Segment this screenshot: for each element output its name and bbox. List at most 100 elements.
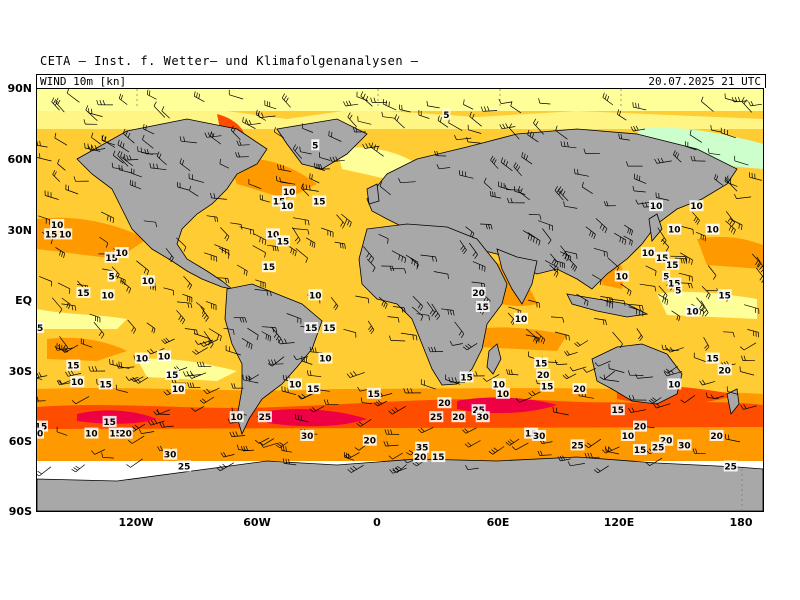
speed-label-bg	[177, 460, 192, 472]
wind-barb-feather	[276, 246, 279, 252]
wind-barb-shaft	[450, 381, 466, 383]
wind-barb-feather	[664, 344, 667, 350]
wind-barb-feather	[628, 370, 631, 376]
wind-barb-shaft	[614, 232, 627, 241]
wind-barb-feather	[365, 143, 369, 149]
wind-barb-shaft	[421, 427, 434, 434]
wind-barb-shaft	[150, 167, 167, 171]
wind-barb-feather	[202, 341, 207, 346]
wind-barb-feather	[134, 424, 139, 429]
wind-barb-feather	[635, 125, 639, 131]
wind-barb-feather	[362, 143, 366, 149]
wind-barb-shaft	[490, 195, 502, 199]
wind-barb-feather	[397, 317, 400, 323]
wind-barb-feather	[623, 300, 626, 306]
wind-barb-feather	[515, 164, 519, 169]
wind-barb-feather	[676, 315, 679, 321]
wind-barb-feather	[695, 448, 698, 454]
wind-barb-shaft	[179, 162, 191, 172]
wind-barb-feather	[511, 446, 516, 451]
wind-barb-feather	[225, 278, 227, 284]
wind-barb-feather	[323, 399, 327, 405]
wind-barb-feather	[434, 312, 439, 318]
wind-barb-shaft	[685, 145, 697, 151]
wind-barb-shaft	[385, 444, 399, 447]
speed-label: 10	[59, 230, 72, 240]
wind-barb-feather	[629, 290, 632, 296]
wind-barb-feather	[153, 101, 157, 107]
wind-barb-feather	[451, 377, 454, 383]
speed-label-bg	[437, 397, 452, 409]
wind-barb-shaft	[184, 328, 197, 331]
wind-barb-feather	[196, 92, 198, 98]
wind-barb-shaft	[633, 106, 647, 111]
wind-barb-feather	[690, 155, 693, 161]
wind-barb-feather	[608, 446, 610, 452]
wind-barb-feather	[510, 318, 514, 324]
wind-barb-shaft	[701, 101, 714, 112]
wind-barb-feather	[205, 317, 209, 322]
wind-barb-feather	[314, 347, 317, 353]
wind-barb-shaft	[37, 144, 48, 148]
wind-barb-shaft	[102, 268, 113, 272]
wind-barb-shaft	[349, 372, 365, 378]
wind-barb-feather	[91, 366, 95, 372]
wind-barb-shaft	[75, 396, 90, 405]
wind-barb-feather	[294, 251, 297, 257]
wind-barb-shaft	[120, 156, 134, 167]
speed-label-bg	[677, 439, 692, 451]
wind-barb-feather	[189, 185, 192, 191]
wind-barb-feather	[120, 362, 122, 368]
speed-label-bg	[44, 228, 59, 240]
wind-barb-feather	[388, 101, 390, 107]
speed-label: 15	[305, 324, 318, 334]
speed-label: 10	[493, 380, 506, 390]
wind-barb-feather	[665, 368, 671, 373]
speed-label: 15	[77, 289, 90, 299]
wind-barb-feather	[54, 132, 57, 138]
wind-barb-shaft	[276, 180, 291, 184]
wind-barb-feather	[713, 275, 717, 280]
wind-barb-shaft	[649, 457, 663, 466]
wind-barb-feather	[237, 444, 239, 450]
speed-label: 10	[650, 202, 663, 212]
wind-barb-feather	[728, 434, 730, 440]
speed-label: 20	[364, 437, 377, 447]
wind-barb-feather	[285, 97, 289, 103]
wind-barb-feather	[132, 376, 137, 381]
speed-label-bg	[685, 305, 700, 317]
lon-label-60e: 60E	[486, 516, 510, 529]
wind-barb-shaft	[156, 156, 167, 166]
wind-barb-feather	[331, 132, 333, 138]
speed-label: 10	[115, 249, 128, 259]
wind-barb-feather	[261, 112, 264, 118]
wind-barb-feather	[599, 279, 602, 285]
wind-barb-shaft	[242, 121, 256, 130]
wind-barb-feather	[280, 164, 282, 170]
wind-barb-feather	[188, 374, 192, 379]
wind-barb-feather	[71, 400, 76, 405]
wind-barb-feather	[551, 258, 556, 264]
wind-barb-feather	[206, 388, 211, 393]
wind-barb-feather	[57, 99, 61, 105]
wind-barb-shaft	[309, 177, 320, 184]
wind-barb-shaft	[52, 174, 61, 182]
wind-barb-feather	[401, 307, 404, 313]
wind-barb-feather	[387, 429, 390, 435]
wind-barb-shaft	[334, 241, 345, 245]
map-title: CETA — Inst. f. Wetter— und Klimafolgena…	[40, 54, 419, 68]
wind-barb-feather	[693, 156, 696, 161]
wind-barb-shaft	[421, 383, 436, 390]
wind-barb-feather	[136, 378, 141, 383]
wind-barb-feather	[724, 433, 727, 440]
wind-barb-feather	[213, 193, 216, 199]
wind-barb-feather	[219, 158, 221, 164]
wind-barb-shaft	[747, 329, 759, 333]
wind-barb-shaft	[379, 185, 391, 196]
wind-barb-shaft	[208, 328, 222, 337]
wind-barb-feather	[56, 380, 60, 385]
wind-barb-feather	[556, 188, 560, 193]
wind-barb-feather	[84, 142, 86, 149]
wind-barb-feather	[510, 369, 513, 375]
wind-barb-shaft	[586, 456, 600, 459]
